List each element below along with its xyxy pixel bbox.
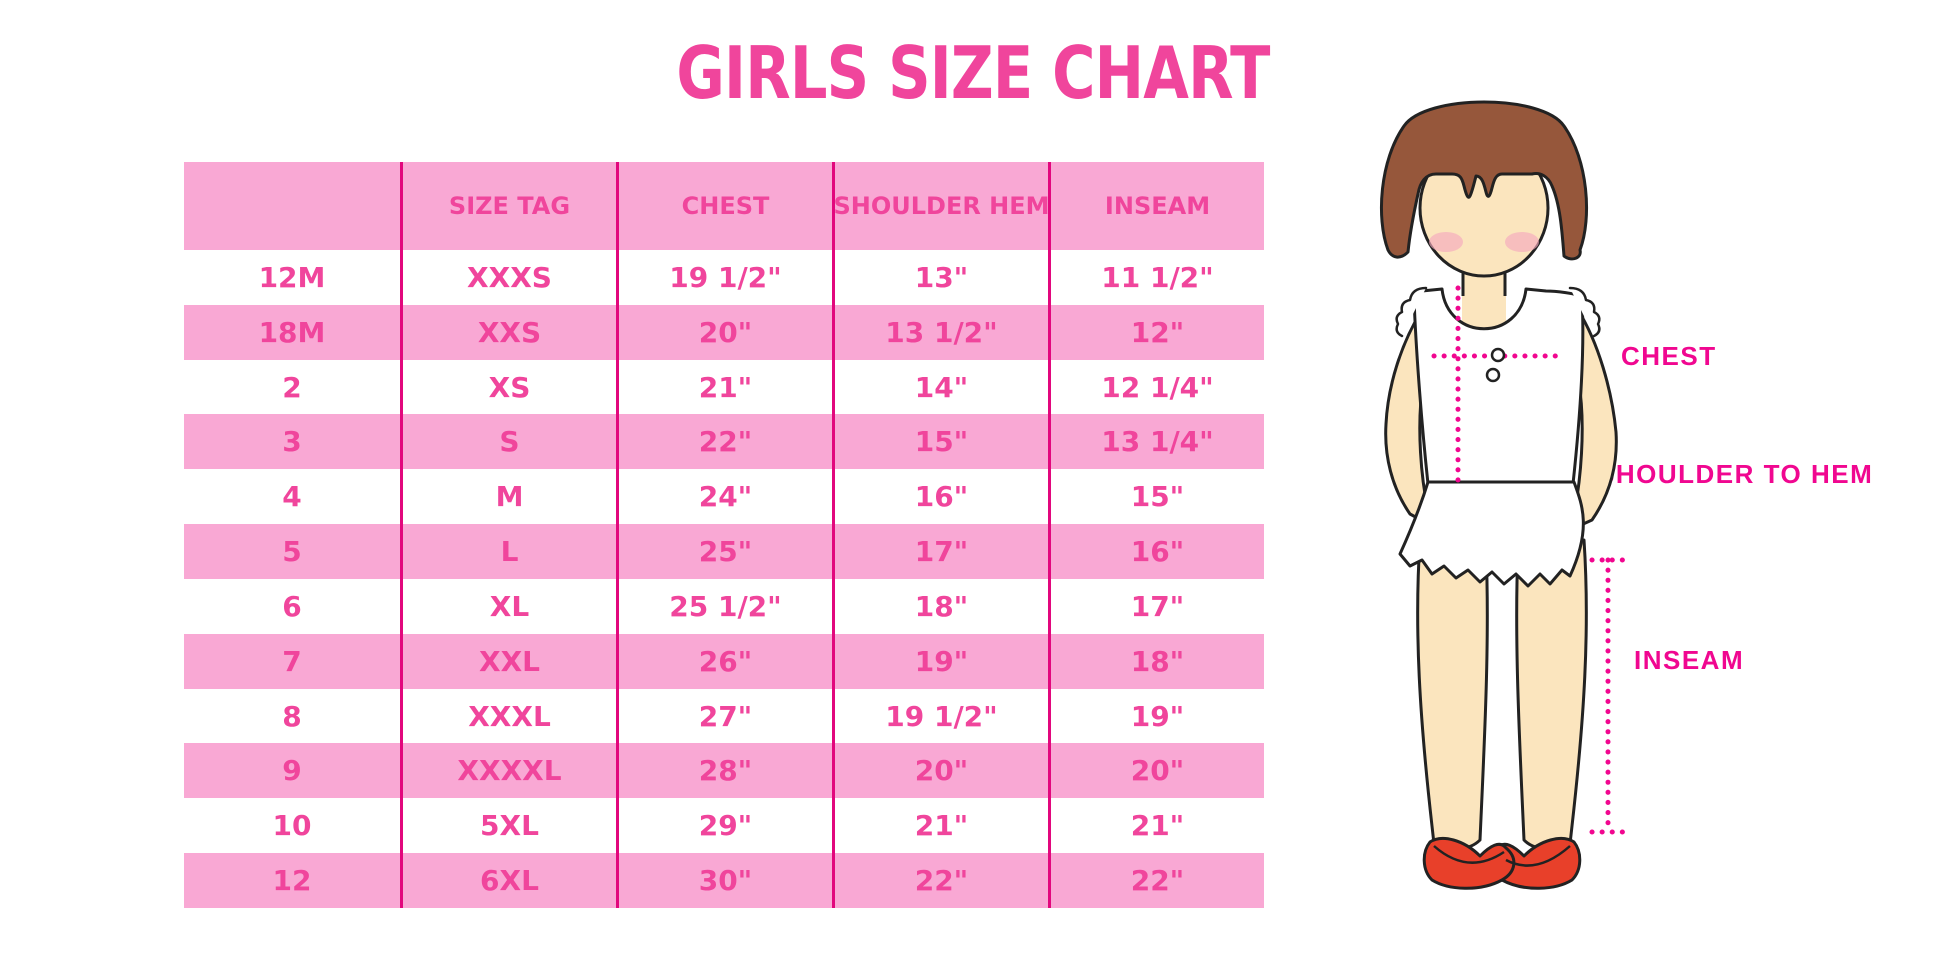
table-row: 3 S 22" 15" 13 1/4" (184, 414, 1264, 470)
table-cell: 19" (832, 633, 1048, 689)
table-cell: 21" (616, 359, 832, 415)
table-cell: 25" (616, 524, 832, 579)
table-cell: XXXL (400, 688, 616, 744)
table-cell: 22" (1048, 853, 1264, 908)
table-cell: 21" (1048, 798, 1264, 854)
right-shoulder-ruffle (1568, 286, 1601, 338)
table-cell: 17" (832, 524, 1048, 579)
table-cell: 3 (282, 425, 302, 459)
table-row: 9 XXXXL 28" 20" 20" (184, 743, 1264, 799)
table-cell: 11 1/2" (1048, 250, 1264, 305)
table-header-row: SIZE TAG CHEST SHOULDER HEM INSEAM (184, 162, 1264, 250)
table-row: 6 XL 25 1/2" 18" 17" (184, 578, 1264, 634)
table-cell: 27" (616, 688, 832, 744)
table-cell: 5XL (400, 798, 616, 854)
table-cell: 12" (1048, 304, 1264, 360)
table-cell: 15" (832, 414, 1048, 470)
table-cell: XXL (400, 633, 616, 689)
table-row: 5 L 25" 17" 16" (184, 524, 1264, 579)
table-cell: 13" (832, 250, 1048, 305)
table-cell: 28" (616, 743, 832, 799)
table-cell: XS (400, 359, 616, 415)
table-row: 7 XXL 26" 19" 18" (184, 633, 1264, 689)
table-cell: 16" (1048, 524, 1264, 579)
girl-blush-right (1505, 232, 1539, 252)
table-cell: 10 (272, 809, 312, 843)
table-cell: 29" (616, 798, 832, 854)
table-row: 10 5XL 29" 21" 21" (184, 798, 1264, 854)
size-table: SIZE TAG CHEST SHOULDER HEM INSEAM 12M XXXS 1… (184, 162, 1264, 908)
left-shoulder-ruffle (1395, 286, 1428, 338)
table-cell: 16" (832, 469, 1048, 525)
table-body: 12M XXXS 19 1/2" 13" 11 1/2" 18M XXS 20" 13 1/2"… (184, 250, 1264, 908)
table-cell: 5 (282, 535, 302, 569)
table-cell: 30" (616, 853, 832, 908)
girl-left-leg (1416, 538, 1489, 851)
girl-skirt-ruffle (1398, 480, 1585, 588)
table-cell: 21" (832, 798, 1048, 854)
table-cell: M (400, 469, 616, 525)
table-cell: XXXXL (400, 743, 616, 799)
left-shoe-strap (1433, 845, 1505, 864)
top-button-2 (1485, 367, 1501, 383)
table-header-cell: SIZE TAG (400, 162, 616, 250)
table-cell: 19 1/2" (616, 250, 832, 305)
table-row: 4 M 24" 16" 15" (184, 469, 1264, 525)
table-cell: 18" (832, 578, 1048, 634)
table-cell: 9 (282, 754, 302, 788)
table-cell: 22" (616, 414, 832, 470)
table-header-cell: CHEST (616, 162, 832, 250)
table-cell: 25 1/2" (616, 578, 832, 634)
table-cell: 17" (1048, 578, 1264, 634)
table-cell: 12M (258, 260, 326, 294)
page-title: GIRLS SIZE CHART (676, 31, 1270, 115)
table-cell: 7 (282, 644, 302, 678)
table-cell: XL (400, 578, 616, 634)
table-row: 2 XS 21" 14" 12 1/4" (184, 359, 1264, 415)
girl-hair (1379, 100, 1589, 261)
right-shoe-strap (1505, 845, 1571, 867)
table-cell: 18M (258, 315, 326, 349)
girl-illustration (1379, 100, 1627, 890)
top-button-1 (1490, 347, 1506, 363)
table-row: 18M XXS 20" 13 1/2" 12" (184, 304, 1264, 360)
table-header-cell (184, 162, 400, 250)
table-cell: S (400, 414, 616, 470)
table-cell: 4 (282, 480, 302, 514)
table-header-cell: INSEAM (1048, 162, 1264, 250)
table-cell: 26" (616, 633, 832, 689)
table-cell: 13 1/4" (1048, 414, 1264, 470)
girl-blush-left (1429, 232, 1463, 252)
table-cell: 6XL (400, 853, 616, 908)
table-cell: 14" (832, 359, 1048, 415)
table-header-cell: SHOULDER HEM (832, 162, 1050, 250)
table-row: 8 XXXL 27" 19 1/2" 19" (184, 688, 1264, 744)
table-cell: XXXS (400, 250, 616, 305)
table-cell: 12 1/4" (1048, 359, 1264, 415)
table-cell: 19 1/2" (832, 688, 1048, 744)
table-cell: 15" (1048, 469, 1264, 525)
table-row: 12M XXXS 19 1/2" 13" 11 1/2" (184, 250, 1264, 305)
table-cell: 12 (272, 864, 312, 898)
table-cell: 22" (832, 853, 1048, 908)
table-cell: 20" (616, 304, 832, 360)
table-cell: 20" (832, 743, 1048, 799)
table-cell: 8 (282, 699, 302, 733)
table-cell: L (400, 524, 616, 579)
table-cell: 2 (282, 370, 302, 404)
table-cell: 18" (1048, 633, 1264, 689)
table-cell: 6 (282, 589, 302, 623)
table-cell: 13 1/2" (832, 304, 1048, 360)
table-row: 12 6XL 30" 22" 22" (184, 853, 1264, 908)
table-cell: 24" (616, 469, 832, 525)
table-cell: 20" (1048, 743, 1264, 799)
table-cell: XXS (400, 304, 616, 360)
table-cell: 19" (1048, 688, 1264, 744)
